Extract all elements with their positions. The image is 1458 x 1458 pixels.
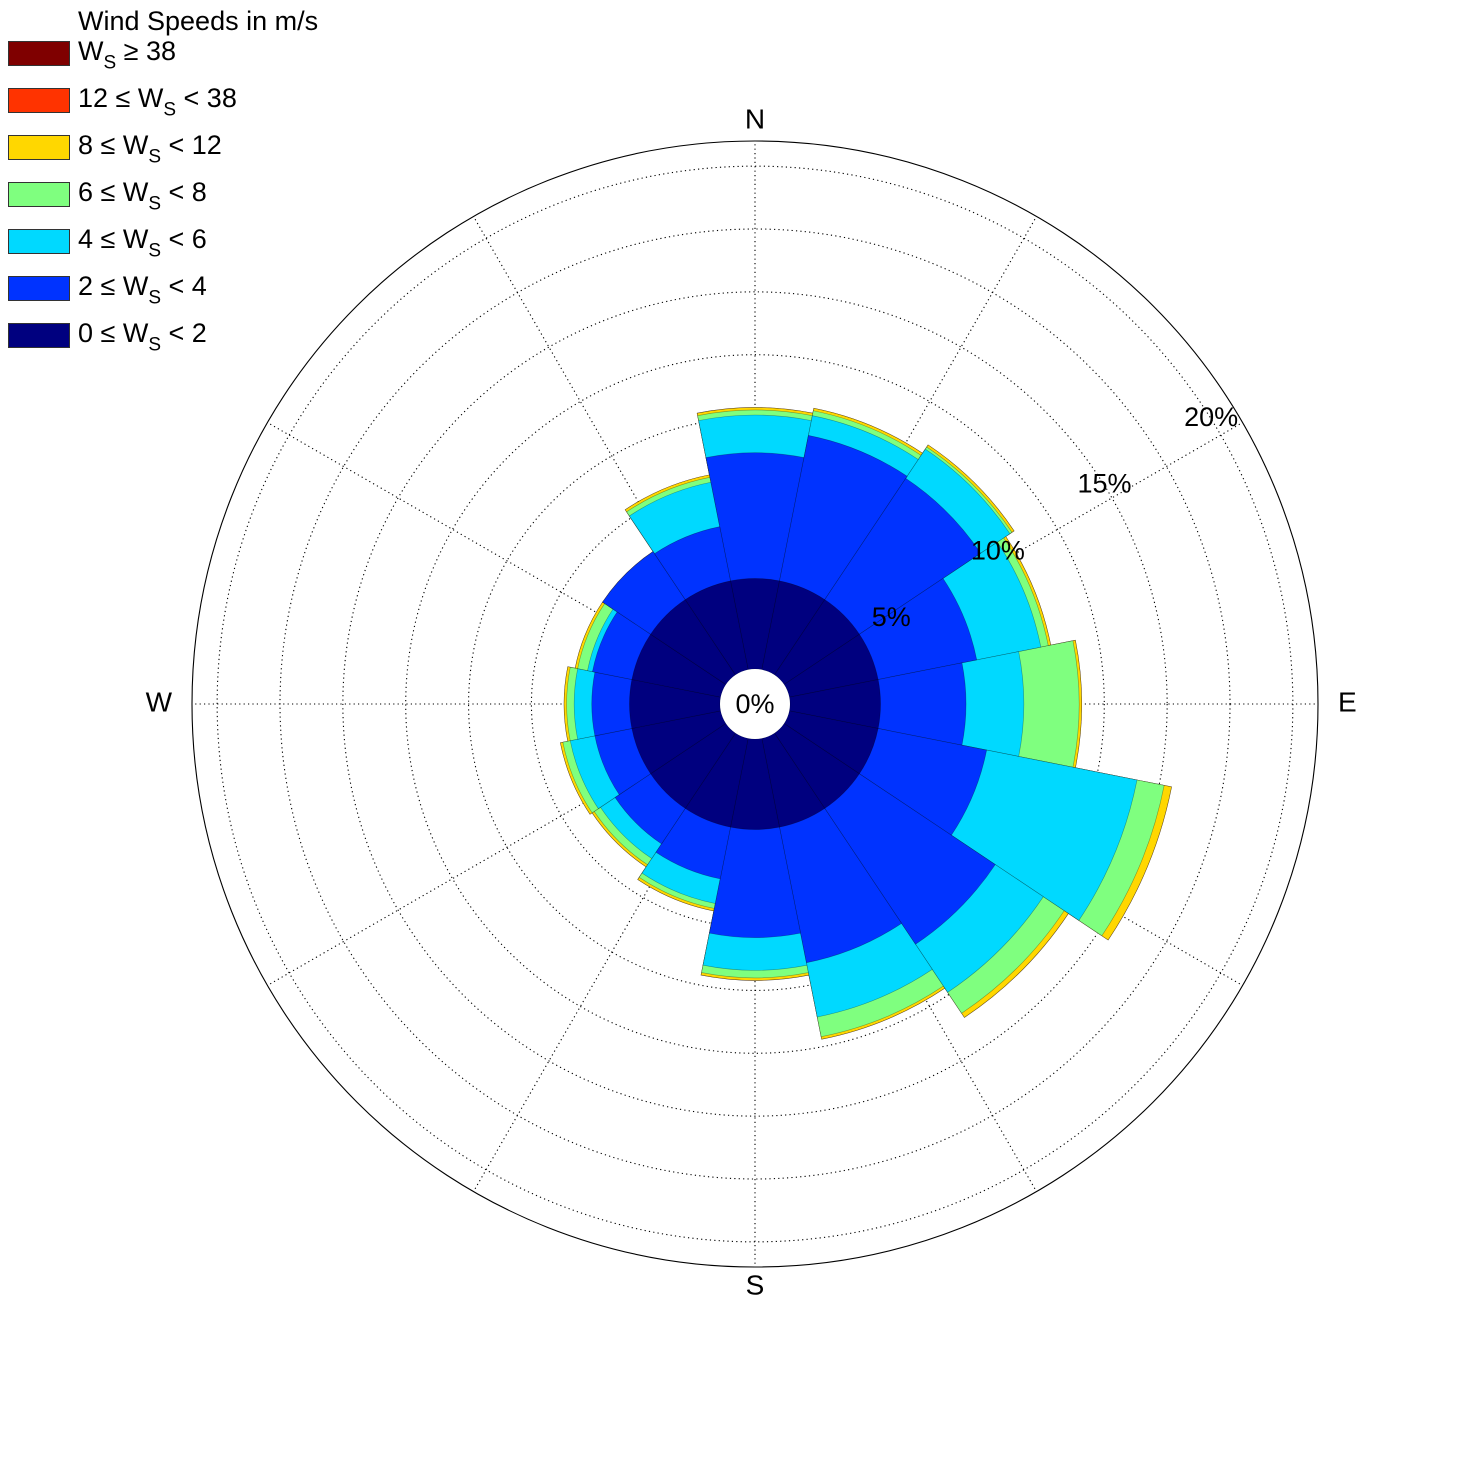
- legend-label: 4 ≤ WS < 6: [78, 224, 207, 262]
- legend-swatch: [8, 276, 70, 301]
- compass-label-S: S: [746, 1269, 765, 1300]
- legend-item: 6 ≤ WS < 8: [8, 177, 318, 224]
- polar-overlay: 0% 5% 10% 15% 20% N E S W: [146, 103, 1357, 1300]
- wind-rose-wedges: [560, 407, 1172, 1040]
- legend-label: WS ≥ 38: [78, 36, 177, 74]
- legend-item: 8 ≤ WS < 12: [8, 130, 318, 177]
- radial-tick-label: 10%: [971, 535, 1025, 565]
- legend-item: 0 ≤ WS < 2: [8, 318, 318, 365]
- compass-label-N: N: [745, 103, 765, 134]
- legend-item: WS ≥ 38: [8, 36, 318, 83]
- legend-label: 2 ≤ WS < 4: [78, 271, 207, 309]
- legend-swatch: [8, 229, 70, 254]
- outer-ring: [191, 140, 1319, 1268]
- radial-tick-label: 15%: [1077, 469, 1131, 499]
- grid-ring: [405, 354, 1105, 1054]
- legend-label: 6 ≤ WS < 8: [78, 177, 207, 215]
- grid-ring: [216, 165, 1294, 1243]
- compass-label-W: W: [146, 686, 173, 717]
- grid-ring: [342, 291, 1168, 1117]
- legend-swatch: [8, 323, 70, 348]
- legend: Wind Speeds in m/s WS ≥ 38 12 ≤ WS < 38 8 …: [8, 6, 318, 365]
- radial-tick-label: 5%: [872, 602, 911, 632]
- legend-label: 8 ≤ WS < 12: [78, 130, 222, 168]
- radial-tick-label: 20%: [1184, 402, 1238, 432]
- center-hole: [720, 669, 790, 739]
- legend-item: 4 ≤ WS < 6: [8, 224, 318, 271]
- radial-tick-label: 0%: [735, 689, 774, 719]
- legend-title: Wind Speeds in m/s: [78, 6, 319, 36]
- legend-swatch: [8, 135, 70, 160]
- compass-label-E: E: [1338, 686, 1357, 717]
- legend-swatch: [8, 41, 70, 66]
- legend-label: 0 ≤ WS < 2: [78, 318, 207, 356]
- legend-item: 2 ≤ WS < 4: [8, 271, 318, 318]
- legend-item: 12 ≤ WS < 38: [8, 83, 318, 130]
- legend-swatch: [8, 88, 70, 113]
- legend-swatch: [8, 182, 70, 207]
- legend-label: 12 ≤ WS < 38: [78, 83, 237, 121]
